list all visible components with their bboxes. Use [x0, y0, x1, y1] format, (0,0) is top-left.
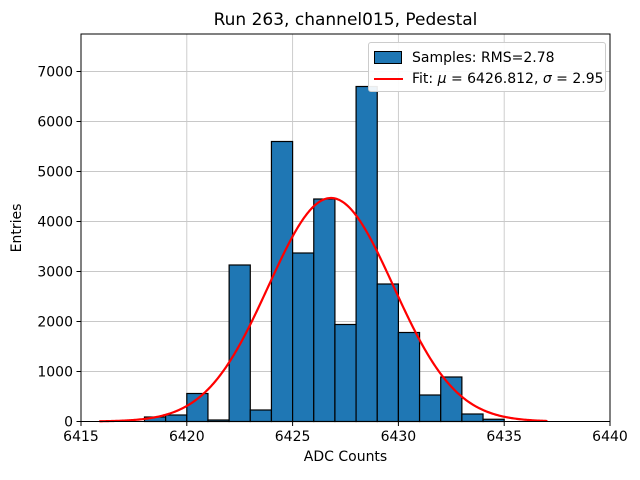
mu-symbol: μ	[437, 70, 447, 87]
y-tick-label: 2000	[37, 315, 73, 331]
sigma-symbol: σ	[542, 70, 552, 87]
tick-labels: 6415 6420 6425 6430 6435 6440 0 1000 2000 3000 400…	[37, 65, 627, 446]
y-tick-label: 3000	[37, 265, 73, 281]
y-tick-label: 1000	[37, 365, 73, 381]
y-tick-label: 0	[64, 415, 73, 431]
histogram-bar	[270, 140, 294, 423]
y-tick-label: 6000	[37, 115, 73, 131]
legend-row-samples: Samples: RMS=2.78	[374, 47, 599, 68]
x-tick-label: 6435	[486, 429, 522, 445]
y-tick-label: 5000	[37, 165, 73, 181]
samples-swatch-icon	[374, 51, 402, 64]
x-axis-label: ADC Counts	[303, 449, 388, 465]
axes-frame	[80, 33, 611, 422]
x-tick-label: 6420	[169, 429, 205, 445]
histogram-bar	[461, 413, 484, 423]
tick-marks	[76, 71, 611, 426]
y-axis-label: Entries	[9, 203, 25, 253]
histogram-bar	[165, 414, 188, 423]
legend: Samples: RMS=2.78 Fit: μ = 6426.812, σ =…	[368, 42, 606, 92]
legend-row-fit: Fit: μ = 6426.812, σ = 2.95	[374, 68, 604, 89]
fit-label-mu-value: = 6426.812,	[446, 70, 543, 87]
x-tick-label: 6415	[63, 429, 99, 445]
x-tick-label: 6440	[592, 429, 628, 445]
histogram-bar	[334, 323, 357, 423]
fit-line-swatch-icon	[374, 77, 403, 80]
histogram-bar	[397, 331, 421, 423]
histogram-bar	[249, 409, 273, 423]
histogram-bar	[376, 283, 399, 423]
histogram-bar	[440, 376, 463, 423]
y-tick-label: 4000	[37, 215, 73, 231]
x-tick-label: 6430	[381, 429, 417, 445]
histogram-bars	[143, 85, 505, 423]
fit-label-prefix: Fit:	[412, 70, 438, 87]
fit-label-sigma-value: = 2.95	[551, 70, 604, 87]
y-tick-label: 7000	[37, 65, 73, 81]
histogram-bar	[418, 394, 442, 423]
fit-legend-label: Fit: μ = 6426.812, σ = 2.95	[412, 71, 604, 87]
x-tick-label: 6425	[275, 429, 311, 445]
histogram-bar	[355, 85, 378, 423]
fit-curve	[98, 196, 548, 423]
histogram-bar	[313, 198, 336, 423]
histogram-bar	[292, 252, 315, 423]
page-title: Run 263, channel015, Pedestal	[213, 10, 478, 30]
samples-legend-label: Samples: RMS=2.78	[412, 49, 555, 66]
